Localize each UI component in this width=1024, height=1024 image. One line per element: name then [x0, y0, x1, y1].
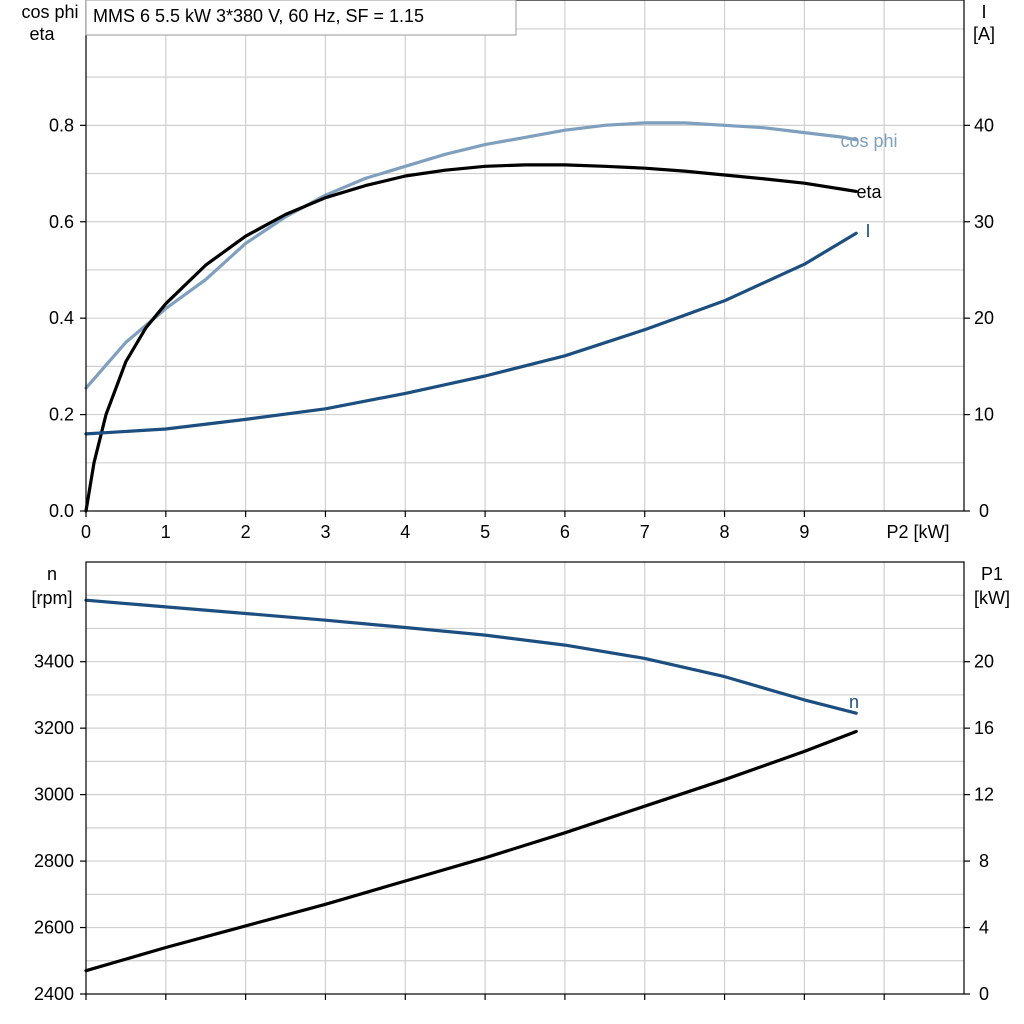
- cos-phi-series-label: cos phi: [840, 131, 897, 151]
- current-series-label: I: [865, 221, 870, 241]
- top-plot-frame: [85, 0, 965, 512]
- x-axis-tick-label: 3: [320, 522, 330, 542]
- speed-series-label: n: [849, 692, 859, 712]
- bottom-plot-series: [84, 598, 858, 973]
- bottom-left-axis-label-line1: n: [47, 564, 57, 584]
- left-axis-tick-label: 2600: [34, 918, 74, 938]
- right-axis-tick-label: 20: [974, 652, 994, 672]
- x-axis-tick-label: 1: [161, 522, 171, 542]
- bottom-right-axis-label-line1: P1: [981, 564, 1003, 584]
- x-axis-label: P2 [kW]: [886, 522, 949, 542]
- left-axis-tick-label: 0.0: [49, 501, 74, 521]
- power-input-series-line: [84, 729, 858, 973]
- right-axis-tick-label: 16: [974, 718, 994, 738]
- right-axis-tick-label: 30: [974, 212, 994, 232]
- right-axis-tick-label: 4: [979, 918, 989, 938]
- left-axis-tick-label: 0.2: [49, 405, 74, 425]
- bottom-plot-ticks: 2400 2600 2800 3000 3200 3400 0 4 8 12 16 20: [34, 652, 994, 1004]
- chart-title-box: [85, 0, 517, 36]
- top-plot: 0.0 0.2 0.4 0.6 0.8 0 10 20 30 40 0 1 2 3 4 5 6 7 8 9 cos p…: [21, 0, 995, 542]
- left-axis-tick-label: 0.8: [49, 115, 74, 135]
- top-left-axis-label-line1: cos phi: [21, 2, 78, 22]
- x-axis-tick-label: 4: [400, 522, 410, 542]
- left-axis-tick-label: 0.6: [49, 212, 74, 232]
- right-axis-tick-label: 0: [979, 501, 989, 521]
- top-left-axis-label-line2: eta: [29, 24, 55, 44]
- bottom-right-axis-label-line2: [kW]: [974, 588, 1010, 608]
- eta-series-label: eta: [856, 182, 882, 202]
- bottom-left-axis-label-line2: [rpm]: [31, 588, 72, 608]
- top-right-axis-label-line2: [A]: [973, 24, 995, 44]
- x-axis-tick-label: 6: [560, 522, 570, 542]
- left-axis-tick-label: 2400: [34, 984, 74, 1004]
- left-axis-tick-label: 3400: [34, 652, 74, 672]
- right-axis-tick-label: 8: [979, 851, 989, 871]
- eta-series-line: [84, 163, 858, 513]
- x-axis-tick-label: 9: [799, 522, 809, 542]
- top-plot-series: [84, 121, 858, 513]
- bottom-plot: 2400 2600 2800 3000 3200 3400 0 4 8 12 16 20 n [rpm…: [31, 561, 1010, 1004]
- i-series-line: [84, 231, 858, 436]
- x-axis-tick-label: 5: [480, 522, 490, 542]
- chart-title: MMS 6 5.5 kW 3*380 V, 60 Hz, SF = 1.15: [93, 6, 424, 26]
- right-axis-tick-label: 0: [979, 984, 989, 1004]
- left-axis-tick-label: 0.4: [49, 308, 74, 328]
- bottom-plot-grid: [86, 562, 964, 994]
- x-axis-tick-label: 7: [640, 522, 650, 542]
- top-plot-ticks: 0.0 0.2 0.4 0.6 0.8 0 10 20 30 40 0 1 2 3 4 5 6 7 8 9: [49, 115, 994, 542]
- right-axis-tick-label: 40: [974, 115, 994, 135]
- left-axis-tick-label: 3200: [34, 718, 74, 738]
- left-axis-tick-label: 2800: [34, 851, 74, 871]
- x-axis-tick-label: 0: [81, 522, 91, 542]
- left-axis-tick-label: 3000: [34, 785, 74, 805]
- right-axis-tick-label: 20: [974, 308, 994, 328]
- right-axis-tick-label: 10: [974, 405, 994, 425]
- x-axis-tick-label: 8: [720, 522, 730, 542]
- top-right-axis-label-line1: I: [981, 2, 986, 22]
- cos-phi-series-line: [84, 121, 858, 390]
- bottom-plot-frame: [85, 561, 965, 995]
- x-axis-tick-label: 2: [241, 522, 251, 542]
- n-series-line: [84, 598, 858, 715]
- right-axis-tick-label: 12: [974, 785, 994, 805]
